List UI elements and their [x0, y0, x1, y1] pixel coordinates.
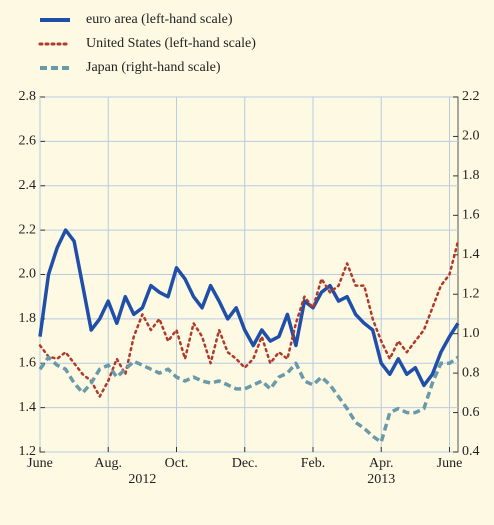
line-2: [38, 355, 460, 444]
y-tick-label: 1.6: [19, 355, 37, 370]
y-tick-label: 2.0: [19, 267, 37, 282]
y-tick-label: 2.6: [19, 134, 37, 149]
x-tick-label: Dec.: [232, 456, 258, 471]
y2-tick-label: 1.0: [462, 326, 480, 341]
y2-tick-label: 2.2: [462, 89, 480, 104]
year-label: 2013: [367, 472, 395, 487]
x-tick-label: Aug.: [94, 456, 122, 471]
y2-tick-label: 0.6: [462, 405, 480, 420]
y2-tick-label: 0.4: [462, 444, 480, 459]
legend-label: Japan (right-hand scale): [86, 60, 221, 75]
legend-label: euro area (left-hand scale): [86, 12, 233, 27]
y2-tick-label: 1.4: [462, 247, 480, 262]
line-1: [38, 239, 460, 398]
line-0: [38, 228, 460, 388]
x-tick-label: June: [437, 456, 463, 471]
y2-tick-label: 1.2: [462, 286, 480, 301]
y2-tick-label: 1.8: [462, 168, 480, 183]
x-tick-label: Oct.: [165, 456, 189, 471]
y-tick-label: 1.2: [19, 444, 37, 459]
legend-label: United States (left-hand scale): [86, 36, 256, 51]
year-label: 2012: [128, 472, 156, 487]
x-tick-label: June: [27, 456, 53, 471]
y-tick-label: 1.4: [19, 400, 37, 415]
y-tick-label: 2.4: [19, 178, 37, 193]
y2-tick-label: 0.8: [462, 365, 480, 380]
y-tick-label: 2.8: [19, 89, 37, 104]
y-tick-label: 1.8: [19, 311, 37, 326]
y2-tick-label: 1.6: [462, 208, 480, 223]
x-tick-label: Apr.: [369, 456, 394, 471]
y2-tick-label: 2.0: [462, 129, 480, 144]
y-tick-label: 2.2: [19, 222, 37, 237]
x-tick-label: Feb.: [301, 456, 326, 471]
